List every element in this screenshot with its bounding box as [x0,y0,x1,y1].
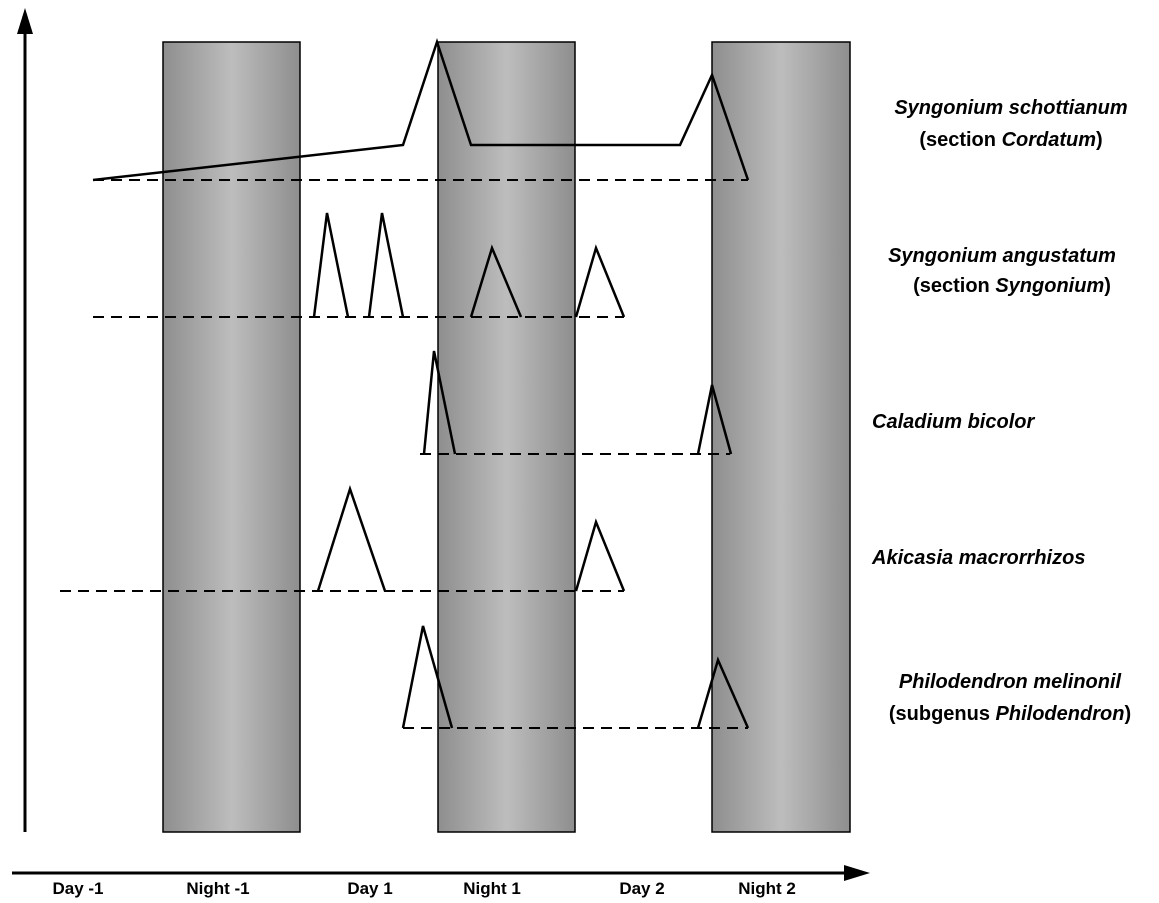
x-axis [12,865,870,881]
species-label-philodendron-melinonii: Philodendron melinonil (subgenus Philode… [889,671,1131,725]
species-name: Caladium bicolor [872,411,1035,433]
x-label-night-1: Night 1 [463,879,521,898]
species-section: (subgenus Philodendron) [889,703,1131,725]
x-label-day-1: Day 1 [347,879,392,898]
species-label-syngonium-angustatum: Syngonium angustatum (section Syngonium) [888,245,1116,297]
species-section: (section Syngonium) [913,275,1111,297]
species-name: Akicasia macrorrhizos [871,547,1085,569]
species-label-syngonium-schottianum: Syngonium schottianum (section Cordatum) [894,97,1127,151]
species-name: Syngonium schottianum [894,97,1127,119]
x-label-night-minus-1: Night -1 [186,879,249,898]
x-label-night-2: Night 2 [738,879,796,898]
trace-syngonium-angustatum [93,212,626,318]
trace-akicasia-macrorrhizos [60,484,626,592]
trace-caladium-bicolor [420,350,733,455]
species-label-akicasia-macrorrhizos: Akicasia macrorrhizos [871,547,1085,569]
x-label-day-minus-1: Day -1 [52,879,103,898]
x-label-day-2: Day 2 [619,879,664,898]
species-name: Syngonium angustatum [888,245,1116,267]
species-label-caladium-bicolor: Caladium bicolor [872,411,1035,433]
x-axis-labels: Day -1 Night -1 Day 1 Night 1 Day 2 Nigh… [52,879,795,898]
species-name: Philodendron melinonil [899,671,1122,693]
trace-syngonium-schottianum [92,38,750,182]
night-band-2 [711,41,851,833]
y-axis [17,8,33,832]
night-band-1 [437,41,576,833]
night-band-minus-1 [162,41,301,833]
species-section: (section Cordatum) [919,129,1102,151]
trace-philodendron-melinonii [401,625,750,729]
